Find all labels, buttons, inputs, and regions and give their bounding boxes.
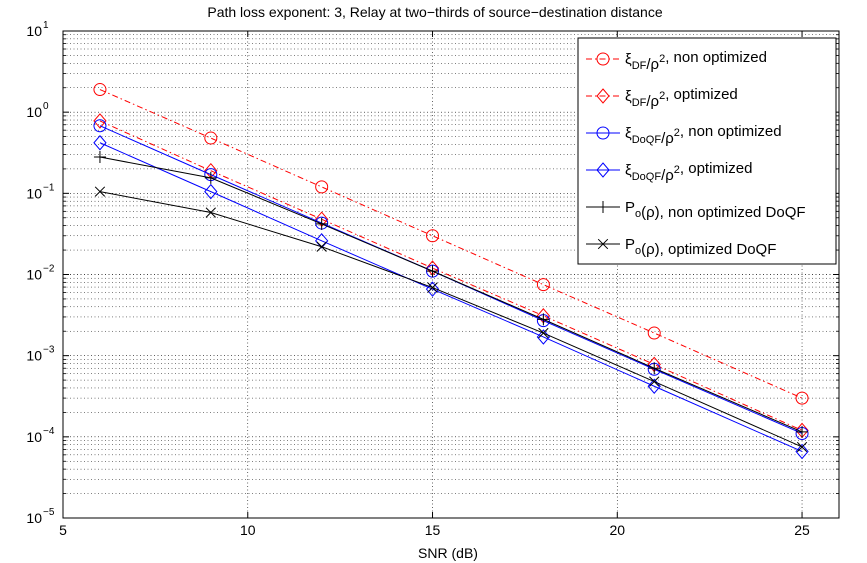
legend-entry: ξDF/ρ2, non optimized <box>586 49 767 73</box>
y-tick-label-exponent: −5 <box>43 507 55 518</box>
y-tick-label-exponent: −2 <box>43 264 55 275</box>
y-tick-label-exponent: −3 <box>43 345 55 356</box>
legend-entry: ξDoQF/ρ2, optimized <box>586 160 752 184</box>
data-point-plus <box>204 171 217 184</box>
y-tick-label: 10 <box>26 185 42 201</box>
x-tick-label: 15 <box>425 522 441 538</box>
data-point-circle <box>536 278 550 292</box>
series-5 <box>93 151 809 438</box>
data-point-cross <box>796 441 808 453</box>
legend-label: ξDoQF/ρ2, non optimized <box>625 123 782 147</box>
legend-entry: Po(ρ), optimized DoQF <box>586 236 776 258</box>
data-point-circle <box>647 326 661 340</box>
series-line <box>99 142 803 452</box>
data-point-plus <box>426 265 439 278</box>
chart-title: Path loss exponent: 3, Relay at two−thir… <box>207 4 662 20</box>
x-tick-label: 25 <box>794 522 810 538</box>
data-point-cross <box>427 282 438 293</box>
series-2 <box>93 113 809 439</box>
data-point-diamond <box>315 233 329 249</box>
y-tick-label-exponent: −4 <box>43 426 55 437</box>
data-point-plus <box>537 313 550 326</box>
series-line <box>99 120 803 431</box>
data-point-diamond <box>596 162 610 178</box>
data-point-circle <box>596 126 610 140</box>
data-point-plus <box>648 362 661 375</box>
data-point-cross <box>597 238 609 250</box>
data-point-cross <box>316 241 327 252</box>
data-point-diamond <box>204 183 218 200</box>
y-tick-label: 10 <box>26 104 42 120</box>
y-tick-label: 10 <box>26 429 42 445</box>
data-point-cross <box>649 376 660 387</box>
data-point-diamond <box>795 443 809 460</box>
y-tick-label: 10 <box>26 510 42 526</box>
y-tick-label: 10 <box>26 267 42 283</box>
legend-entry: Po(ρ), non optimized DoQF <box>586 199 806 221</box>
series-6 <box>94 186 808 453</box>
legend-label: Po(ρ), optimized DoQF <box>625 236 776 258</box>
legend-label: ξDoQF/ρ2, optimized <box>625 160 752 184</box>
data-point-cross <box>205 207 216 218</box>
data-point-circle <box>596 52 610 66</box>
data-point-cross <box>538 327 549 339</box>
data-point-circle <box>315 180 329 194</box>
data-point-diamond <box>647 378 661 395</box>
legend-label: ξDF/ρ2, optimized <box>625 86 738 110</box>
y-tick-label-exponent: −1 <box>43 182 55 193</box>
data-point-diamond <box>596 88 610 104</box>
data-point-plus <box>93 151 106 164</box>
data-point-circle <box>795 391 809 405</box>
legend: ξDF/ρ2, non optimized ξDF/ρ2, optimized ξD… <box>577 37 837 265</box>
x-tick-label: 20 <box>609 522 625 538</box>
series-1 <box>93 83 809 405</box>
data-point-circle <box>426 229 440 243</box>
series-4 <box>93 134 809 460</box>
y-tick-label-exponent: 1 <box>43 20 49 31</box>
y-tick-label-exponent: 0 <box>43 101 49 112</box>
x-axis-label: SNR (dB) <box>418 545 478 561</box>
data-point-circle <box>93 119 107 133</box>
legend-entry: ξDoQF/ρ2, non optimized <box>586 123 782 147</box>
series-layer <box>93 83 809 460</box>
data-point-diamond <box>93 113 107 129</box>
legend-box <box>577 37 837 265</box>
data-point-plus <box>315 217 328 230</box>
data-point-circle <box>204 131 218 145</box>
x-tick-label: 5 <box>59 522 67 538</box>
legend-label: Po(ρ), non optimized DoQF <box>625 199 806 221</box>
data-point-diamond <box>93 134 107 151</box>
y-tick-label: 10 <box>26 348 42 364</box>
data-point-cross <box>94 186 106 197</box>
y-tick-label: 10 <box>26 23 42 39</box>
data-point-plus <box>796 425 809 438</box>
data-point-diamond <box>425 281 440 297</box>
data-point-plus <box>597 201 609 213</box>
legend-label: ξDF/ρ2, non optimized <box>625 49 767 73</box>
legend-entry: ξDF/ρ2, optimized <box>586 86 738 110</box>
x-tick-label: 10 <box>240 522 256 538</box>
data-point-circle <box>93 83 107 97</box>
